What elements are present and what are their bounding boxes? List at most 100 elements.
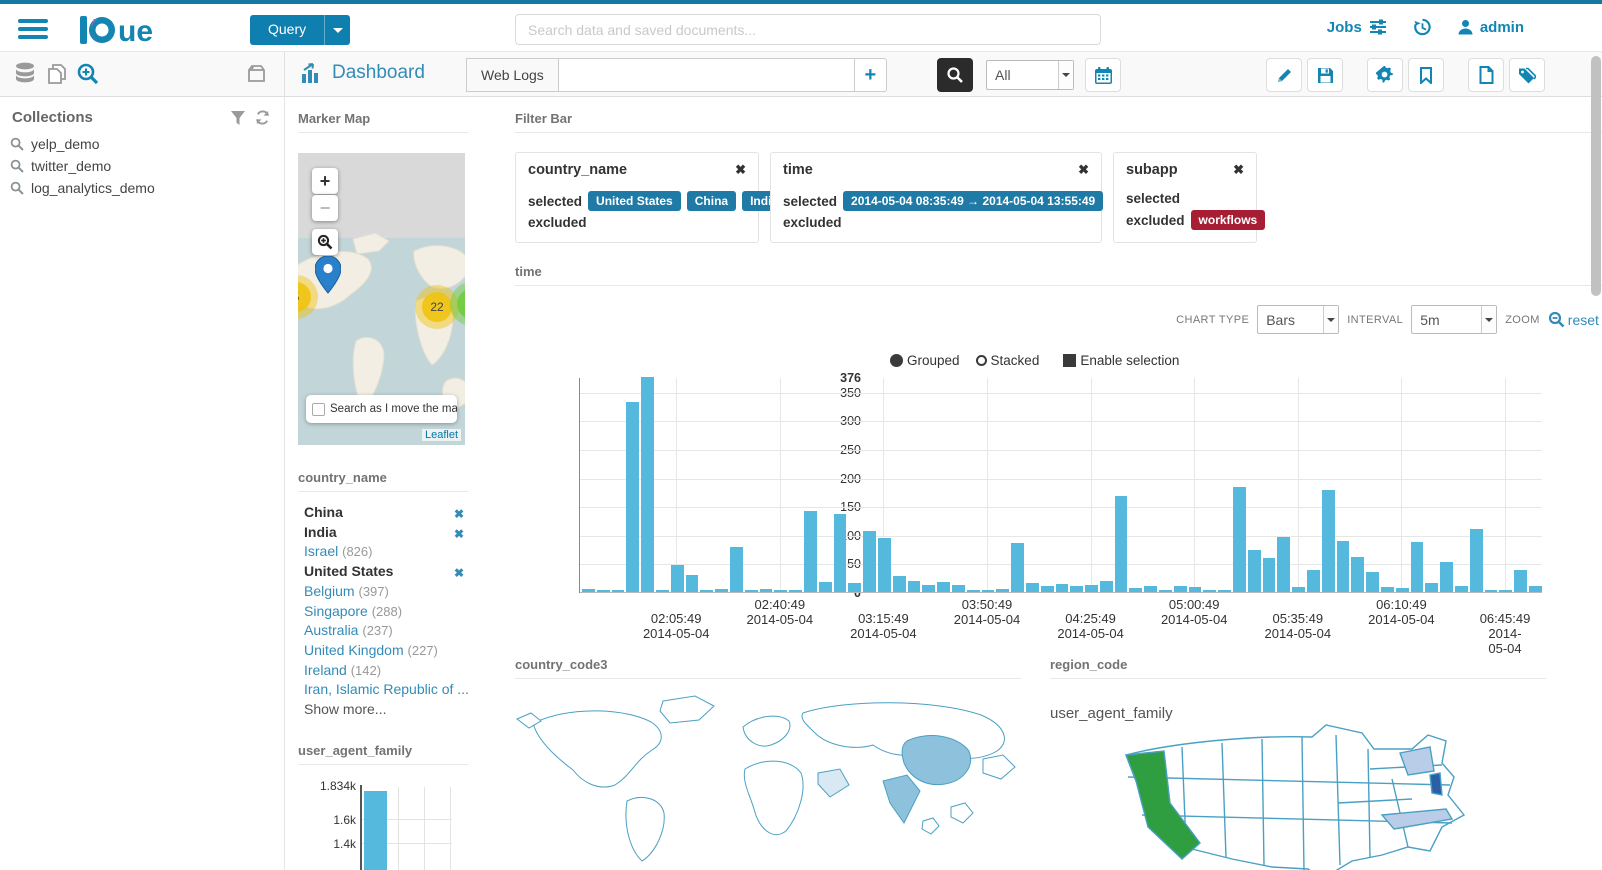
drag-widgets-icon[interactable] xyxy=(243,62,267,86)
time-bar[interactable] xyxy=(596,590,610,592)
time-bar[interactable] xyxy=(1218,589,1232,592)
add-filter-button[interactable]: + xyxy=(854,58,887,92)
time-bar[interactable] xyxy=(996,588,1010,592)
time-bar[interactable] xyxy=(1277,537,1291,592)
zoom-in-icon[interactable] xyxy=(76,62,100,86)
time-bar[interactable] xyxy=(685,575,699,592)
time-bar[interactable] xyxy=(1144,586,1158,592)
user-menu[interactable]: admin xyxy=(1458,19,1524,36)
time-bar[interactable] xyxy=(1499,590,1513,592)
facet-selected-value[interactable]: China xyxy=(304,504,343,520)
time-bar[interactable] xyxy=(833,513,847,592)
time-bar[interactable] xyxy=(863,530,876,592)
interval-select[interactable]: 5m xyxy=(1411,305,1498,334)
vertical-scrollbar-thumb[interactable] xyxy=(1591,56,1601,296)
time-bar[interactable] xyxy=(1514,570,1527,592)
time-bar[interactable] xyxy=(774,590,788,592)
map-zoom-in-button[interactable]: + xyxy=(312,168,338,194)
settings-button[interactable] xyxy=(1367,58,1403,92)
facet-value-link[interactable]: Singapore xyxy=(304,602,368,619)
time-bar[interactable] xyxy=(1262,557,1276,592)
time-bar[interactable] xyxy=(744,590,758,592)
facet-value-link[interactable]: Belgium xyxy=(304,582,355,599)
collection-item[interactable]: twitter_demo xyxy=(10,155,276,177)
copy-documents-icon[interactable] xyxy=(46,62,68,86)
legend-stacked-radio[interactable]: Stacked xyxy=(975,353,1039,368)
time-bar[interactable] xyxy=(803,510,817,592)
facet-value-link[interactable]: Israel xyxy=(304,543,339,560)
time-bar[interactable] xyxy=(641,377,654,592)
time-bar[interactable] xyxy=(1440,561,1454,592)
dashboard-search-input[interactable] xyxy=(558,58,855,92)
time-chart-plot[interactable] xyxy=(582,377,1542,592)
time-bar[interactable] xyxy=(789,590,802,592)
map-cluster-5[interactable]: 5 xyxy=(298,275,318,319)
country-code3-world-map[interactable] xyxy=(515,689,1021,870)
time-bar[interactable] xyxy=(611,589,625,592)
search-as-move-checkbox[interactable] xyxy=(312,402,325,416)
zoom-reset-link[interactable]: reset xyxy=(1548,311,1599,328)
time-bar[interactable] xyxy=(1381,587,1394,592)
global-search-input[interactable] xyxy=(515,14,1101,45)
time-bar[interactable] xyxy=(1011,543,1024,592)
time-bar[interactable] xyxy=(1469,529,1483,592)
facet-value-link[interactable]: Australia xyxy=(304,622,359,639)
time-range-button[interactable] xyxy=(1085,58,1121,92)
filter-pill[interactable]: 2014-05-04 08:35:49 → 2014-05-04 13:55:4… xyxy=(843,191,1104,211)
time-bar[interactable] xyxy=(729,546,743,592)
filter-pill[interactable]: United States xyxy=(588,191,681,211)
time-bar[interactable] xyxy=(1307,570,1320,592)
time-bar[interactable] xyxy=(937,582,950,592)
time-bar[interactable] xyxy=(907,580,921,592)
filter-collections-icon[interactable] xyxy=(231,110,245,125)
facet-selected-value[interactable]: India xyxy=(304,523,337,540)
time-bar[interactable] xyxy=(700,590,714,592)
time-bar[interactable] xyxy=(1203,589,1217,592)
legend-enable-selection[interactable]: Enable selection xyxy=(1063,353,1179,368)
map-zoom-out-button[interactable]: − xyxy=(312,195,338,221)
map-cluster-22[interactable]: 22 xyxy=(415,285,459,329)
time-chart[interactable] xyxy=(579,377,1542,593)
filter-pill[interactable]: China xyxy=(686,191,737,211)
collection-item[interactable]: yelp_demo xyxy=(10,133,276,155)
time-bar[interactable] xyxy=(981,590,995,592)
time-bar[interactable] xyxy=(582,588,595,592)
facet-selected-value[interactable]: United States xyxy=(304,563,394,580)
time-bar[interactable] xyxy=(1292,587,1306,592)
time-bar[interactable] xyxy=(1425,583,1439,592)
time-bar[interactable] xyxy=(966,590,980,592)
remove-facet-icon[interactable]: ✖ xyxy=(453,566,464,581)
time-bar[interactable] xyxy=(1351,556,1365,592)
time-bar[interactable] xyxy=(1055,584,1069,592)
map-marker-pin[interactable] xyxy=(315,256,341,294)
facet-value-link[interactable]: United Kingdom xyxy=(304,641,404,658)
map-cluster-2[interactable]: 2 xyxy=(450,282,465,326)
new-document-button[interactable] xyxy=(1468,58,1504,92)
time-bar[interactable] xyxy=(1188,587,1202,592)
hamburger-menu-icon[interactable] xyxy=(18,19,48,41)
hue-logo[interactable]: ue xyxy=(78,12,170,48)
collection-item[interactable]: log_analytics_demo xyxy=(10,177,276,199)
time-bar[interactable] xyxy=(877,538,891,592)
time-bar[interactable] xyxy=(1099,580,1113,592)
query-button[interactable]: Query xyxy=(250,15,351,45)
facet-value-link[interactable]: Iran, Islamic Republic of ... xyxy=(304,681,468,698)
time-bar[interactable] xyxy=(626,401,640,592)
legend-grouped-radio[interactable]: Grouped xyxy=(890,353,960,368)
time-bar[interactable] xyxy=(1173,586,1187,592)
time-bar[interactable] xyxy=(1159,590,1172,592)
remove-facet-icon[interactable]: ✖ xyxy=(453,507,464,521)
time-bar[interactable] xyxy=(1484,589,1498,592)
close-icon[interactable]: ✖ xyxy=(1233,162,1244,177)
query-dropdown-caret[interactable] xyxy=(324,15,351,45)
time-bar[interactable] xyxy=(1129,588,1143,592)
time-bar[interactable] xyxy=(818,581,832,592)
remove-facet-icon[interactable]: ✖ xyxy=(453,526,464,541)
query-button-label[interactable]: Query xyxy=(250,15,325,45)
time-bar[interactable] xyxy=(1410,541,1424,592)
tags-button[interactable] xyxy=(1509,58,1545,92)
time-bar[interactable] xyxy=(759,588,773,592)
show-more-link[interactable]: Show more... xyxy=(304,701,387,718)
time-bar[interactable] xyxy=(848,582,862,592)
time-bar[interactable] xyxy=(1070,586,1084,592)
